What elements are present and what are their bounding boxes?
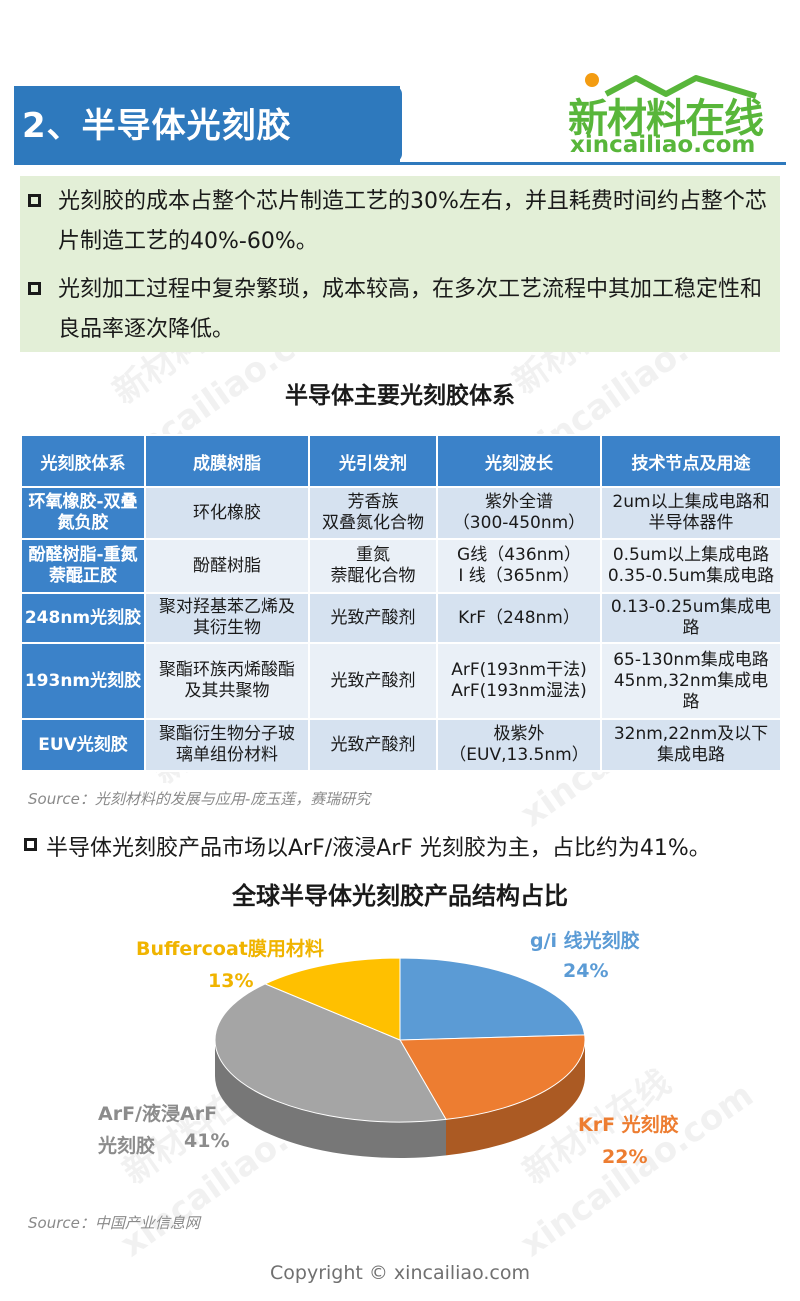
table-row: 193nm光刻胶 聚酯环族丙烯酸酯 及其共聚物 光致产酸剂 ArF(193nm干法… — [20, 642, 782, 720]
table-cell: ArF(193nm干法) ArF(193nm湿法) — [436, 642, 602, 720]
table-header-row: 光刻胶体系 成膜树脂 光引发剂 光刻波长 技术节点及用途 — [20, 434, 782, 488]
row-header: EUV光刻胶 — [20, 718, 146, 772]
bullet-item: 光刻加工过程中复杂繁琐，成本较高，在多次工艺流程中其加工稳定性和良品率逐次降低。 — [28, 270, 768, 350]
column-header: 技术节点及用途 — [600, 434, 782, 488]
slice-value-arf: 41% — [184, 1130, 230, 1152]
table-row: EUV光刻胶 聚酯衍生物分子玻 璃单组份材料 光致产酸剂 极紫外 （EUV,13.5… — [20, 718, 782, 772]
photoresist-table: 光刻胶体系 成膜树脂 光引发剂 光刻波长 技术节点及用途 环氧橡胶-双叠氮负胶 … — [20, 434, 782, 772]
bullet-item: 半导体光刻胶产品市场以ArF/液浸ArF 光刻胶为主，占比约为41%。 — [24, 830, 784, 862]
table-cell: 酚醛树脂 — [144, 538, 310, 594]
table-row: 酚醛树脂-重氮萘醌正胶 酚醛树脂 重氮 萘醌化合物 G线（436nm） I 线（36… — [20, 538, 782, 594]
table-cell: 极紫外 （EUV,13.5nm） — [436, 718, 602, 772]
column-header: 光刻波长 — [436, 434, 602, 488]
slice-value-gi: 24% — [563, 960, 609, 982]
row-header: 环氧橡胶-双叠氮负胶 — [20, 486, 146, 540]
bullet-text: 半导体光刻胶产品市场以ArF/液浸ArF 光刻胶为主，占比约为41%。 — [46, 836, 711, 861]
table-cell: 光致产酸剂 — [308, 592, 438, 644]
pie-slice-side — [215, 1040, 447, 1158]
pie-slice-side — [446, 1040, 585, 1156]
square-bullet-icon — [28, 282, 41, 295]
house-roof-icon — [585, 73, 757, 99]
bullet-box — [20, 176, 780, 352]
table-row: 248nm光刻胶 聚对羟基苯乙烯及 其衍生物 光致产酸剂 KrF（248nm） 0… — [20, 592, 782, 644]
bullet-text: 光刻胶的成本占整个芯片制造工艺的30%左右，并且耗费时间约占整个芯片制造工艺的4… — [58, 189, 767, 254]
pie-slice — [399, 957, 586, 1041]
table-cell: 32nm,22nm及以下 集成电路 — [600, 718, 782, 772]
bullet-item: 光刻胶的成本占整个芯片制造工艺的30%左右，并且耗费时间约占整个芯片制造工艺的4… — [28, 182, 768, 262]
table-source: Source：光刻材料的发展与应用-庞玉莲，赛瑞研究 — [28, 790, 371, 808]
header-divider — [14, 162, 786, 165]
table-cell: 65-130nm集成电路 45nm,32nm集成电路 — [600, 642, 782, 720]
pie-chart — [214, 957, 586, 1158]
table-cell: 紫外全谱 （300-450nm） — [436, 486, 602, 540]
table-cell: 0.5um以上集成电路 0.35-0.5um集成电路 — [600, 538, 782, 594]
table-cell: 光致产酸剂 — [308, 718, 438, 772]
logo-text-cn: 新材料在线 — [568, 96, 764, 142]
table-cell: 光致产酸剂 — [308, 642, 438, 720]
pie-slice — [399, 1034, 586, 1120]
table-row: 环氧橡胶-双叠氮负胶 环化橡胶 芳香族 双叠氮化合物 紫外全谱 （300-450nm… — [20, 486, 782, 540]
slice-label-arf: ArF/液浸ArF 光刻胶 — [98, 1103, 218, 1157]
pie-slice — [214, 983, 447, 1123]
pie-slice — [263, 957, 401, 1041]
logo-text-en: xincailiao.com — [570, 132, 756, 158]
table-cell: 2um以上集成电路和 半导体器件 — [600, 486, 782, 540]
chart-source: Source：中国产业信息网 — [28, 1214, 200, 1232]
table-cell: 重氮 萘醌化合物 — [308, 538, 438, 594]
table-title: 半导体主要光刻胶体系 — [285, 383, 515, 409]
header-band — [14, 86, 402, 162]
table-cell: 聚酯环族丙烯酸酯 及其共聚物 — [144, 642, 310, 720]
table-cell: KrF（248nm） — [436, 592, 602, 644]
chart-title: 全球半导体光刻胶产品结构占比 — [232, 882, 568, 910]
page-title: 2、半导体光刻胶 — [22, 106, 292, 146]
table-cell: 环化橡胶 — [144, 486, 310, 540]
row-header: 248nm光刻胶 — [20, 592, 146, 644]
table-cell: 芳香族 双叠氮化合物 — [308, 486, 438, 540]
square-bullet-icon — [24, 838, 37, 851]
row-header: 193nm光刻胶 — [20, 642, 146, 720]
column-header: 成膜树脂 — [144, 434, 310, 488]
slice-value-buffercoat: 13% — [208, 970, 254, 992]
table-cell: 0.13-0.25um集成电路 — [600, 592, 782, 644]
column-header: 光刻胶体系 — [20, 434, 146, 488]
slice-label-krf: KrF 光刻胶 — [578, 1114, 679, 1136]
table-cell: 聚酯衍生物分子玻 璃单组份材料 — [144, 718, 310, 772]
slice-label-gi: g/i 线光刻胶 — [530, 930, 640, 952]
brand-logo[interactable]: 新材料在线 xincailiao.com — [566, 70, 786, 160]
slice-value-krf: 22% — [602, 1146, 648, 1168]
square-bullet-icon — [28, 194, 41, 207]
column-header: 光引发剂 — [308, 434, 438, 488]
row-header: 酚醛树脂-重氮萘醌正胶 — [20, 538, 146, 594]
copyright: Copyright © xincailiao.com — [270, 1262, 530, 1284]
table-cell: G线（436nm） I 线（365nm） — [436, 538, 602, 594]
bullet-text: 光刻加工过程中复杂繁琐，成本较高，在多次工艺流程中其加工稳定性和良品率逐次降低。 — [58, 277, 763, 342]
slice-label-buffercoat: Buffercoat膜用材料 — [136, 938, 324, 960]
table-cell: 聚对羟基苯乙烯及 其衍生物 — [144, 592, 310, 644]
